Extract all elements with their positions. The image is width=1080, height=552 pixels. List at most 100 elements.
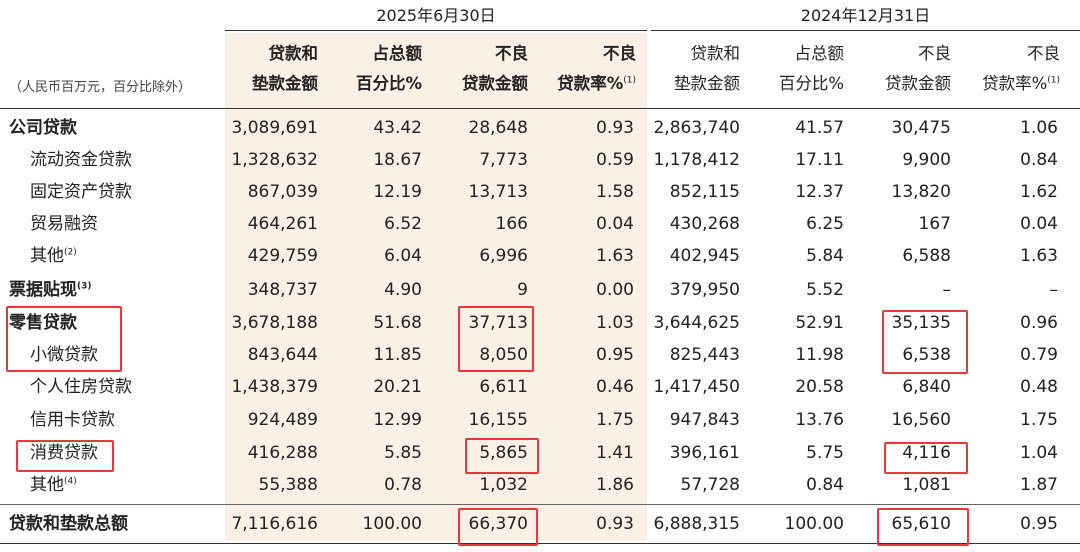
table-row: 小微贷款 843,644 11.85 8,050 0.95 825,443 11.98 6,5… <box>0 339 1080 371</box>
cell-ratio-current: 1.75 <box>596 410 634 430</box>
cell-npl-previous: 65,610 <box>891 514 951 534</box>
highlight-retail-npl-current <box>458 306 534 372</box>
cell-ratio-current: 0.93 <box>596 118 634 138</box>
table-row: 消费贷款 416,288 5.85 5,865 1.41 396,161 5.75 4,116… <box>0 437 1080 469</box>
cell-loans-previous: 6,888,315 <box>653 514 740 534</box>
table-row: 信用卡贷款 924,489 12.99 16,155 1.75 947,843 13.76 1… <box>0 404 1080 436</box>
cell-npl-previous: – <box>942 280 952 300</box>
table-row: 个人住房贷款 1,438,379 20.21 6,611 0.46 1,417,450 20… <box>0 371 1080 403</box>
cell-share-current: 4.90 <box>384 280 422 300</box>
cell-npl-previous: 4,116 <box>902 443 951 463</box>
cell-loans-previous: 3,644,625 <box>653 313 740 333</box>
cell-ratio-previous: 0.79 <box>1020 345 1058 365</box>
header-ratio-current: 不良 贷款率%(1) <box>557 44 636 93</box>
row-label: 票据贴现(3) <box>9 280 92 300</box>
cell-ratio-previous: 0.96 <box>1020 313 1058 333</box>
header-loans-current: 贷款和 垫款金额 <box>252 44 318 93</box>
cell-ratio-previous: – <box>1049 280 1059 300</box>
cell-share-current: 18.67 <box>373 150 422 170</box>
cell-loans-previous: 947,843 <box>669 410 740 430</box>
cell-share-previous: 5.75 <box>806 443 844 463</box>
cell-share-current: 100.00 <box>362 514 422 534</box>
table-row: 贸易融资 464,261 6.52 166 0.04 430,268 6.25 167 0.04 <box>0 208 1080 240</box>
cell-loans-previous: 396,161 <box>669 443 740 463</box>
header-share-previous: 占总额 百分比% <box>778 44 844 93</box>
period-previous-rule <box>651 30 1080 31</box>
cell-loans-previous: 57,728 <box>680 475 740 495</box>
row-label: 贸易融资 <box>30 214 98 234</box>
cell-loans-previous: 825,443 <box>669 345 740 365</box>
row-label: 公司贷款 <box>9 118 77 138</box>
cell-share-previous: 0.84 <box>806 475 844 495</box>
cell-ratio-previous: 1.75 <box>1020 410 1058 430</box>
unit-note: （人民币百万元，百分比除外） <box>9 80 192 95</box>
cell-loans-previous: 852,115 <box>669 182 740 202</box>
row-label: 消费贷款 <box>30 443 98 463</box>
header-ratio-previous: 不良 贷款率%(1) <box>982 44 1060 93</box>
row-label: 个人住房贷款 <box>30 377 132 397</box>
cell-npl-previous: 13,820 <box>891 182 951 202</box>
table-row: 票据贴现(3) 348,737 4.90 9 0.00 379,950 5.52 – – <box>0 274 1080 306</box>
total-top-rule <box>0 504 1080 505</box>
cell-ratio-previous: 0.48 <box>1020 377 1058 397</box>
cell-loans-current: 1,328,632 <box>231 150 318 170</box>
highlight-retail-npl-previous <box>882 310 968 374</box>
cell-loans-current: 348,737 <box>247 280 318 300</box>
cell-loans-current: 416,288 <box>247 443 318 463</box>
cell-share-previous: 11.98 <box>795 345 844 365</box>
cell-ratio-current: 0.04 <box>596 214 634 234</box>
cell-loans-current: 3,678,188 <box>231 313 318 333</box>
cell-loans-previous: 2,863,740 <box>653 118 740 138</box>
cell-share-current: 6.04 <box>384 246 422 266</box>
cell-ratio-previous: 0.95 <box>1020 514 1058 534</box>
table-row: 公司贷款 3,089,691 43.42 28,648 0.93 2,863,740 41.… <box>0 112 1080 144</box>
highlight-consumer-label <box>16 440 114 472</box>
cell-npl-current: 1,032 <box>479 475 528 495</box>
cell-loans-current: 55,388 <box>258 475 318 495</box>
table-row: 零售贷款 3,678,188 51.68 37,713 1.03 3,644,625 52.… <box>0 307 1080 339</box>
cell-ratio-current: 1.63 <box>596 246 634 266</box>
cell-npl-previous: 30,475 <box>891 118 951 138</box>
cell-share-current: 12.99 <box>373 410 422 430</box>
cell-loans-previous: 430,268 <box>669 214 740 234</box>
cell-npl-current: 28,648 <box>468 118 528 138</box>
cell-share-current: 11.85 <box>373 345 422 365</box>
cell-npl-current: 9 <box>517 280 528 300</box>
cell-ratio-current: 1.03 <box>596 313 634 333</box>
cell-ratio-previous: 1.62 <box>1020 182 1058 202</box>
cell-ratio-current: 1.58 <box>596 182 634 202</box>
cell-npl-current: 66,370 <box>468 514 528 534</box>
cell-loans-previous: 402,945 <box>669 246 740 266</box>
highlight-total-npl-current <box>458 508 538 546</box>
cell-npl-current: 6,996 <box>479 246 528 266</box>
cell-npl-current: 7,773 <box>479 150 528 170</box>
cell-share-current: 5.85 <box>384 443 422 463</box>
cell-share-current: 0.78 <box>384 475 422 495</box>
table-row: 其他(4) 55,388 0.78 1,032 1.86 57,728 0.84 1,081 1… <box>0 469 1080 501</box>
row-label: 信用卡贷款 <box>30 410 115 430</box>
row-label: 固定资产贷款 <box>30 182 132 202</box>
cell-share-current: 43.42 <box>373 118 422 138</box>
highlight-retail-labels <box>6 306 122 372</box>
cell-share-previous: 5.84 <box>806 246 844 266</box>
cell-loans-current: 7,116,616 <box>231 514 318 534</box>
table-row: 其他(2) 429,759 6.04 6,996 1.63 402,945 5.84 6,58… <box>0 240 1080 272</box>
header-loans-previous: 贷款和 垫款金额 <box>674 44 740 93</box>
table-row: 流动资金贷款 1,328,632 18.67 7,773 0.59 1,178,412 17… <box>0 144 1080 176</box>
cell-ratio-previous: 1.87 <box>1020 475 1058 495</box>
cell-npl-previous: 167 <box>918 214 951 234</box>
cell-ratio-previous: 1.06 <box>1020 118 1058 138</box>
cell-ratio-previous: 1.04 <box>1020 443 1058 463</box>
cell-ratio-current: 0.95 <box>596 345 634 365</box>
header-npl-previous: 不良 贷款金额 <box>885 44 951 93</box>
cell-loans-previous: 1,417,450 <box>653 377 740 397</box>
cell-share-previous: 17.11 <box>795 150 844 170</box>
cell-share-previous: 20.58 <box>795 377 844 397</box>
cell-ratio-current: 0.46 <box>596 377 634 397</box>
row-label: 其他(4) <box>30 475 77 495</box>
cell-npl-current: 6,611 <box>479 377 528 397</box>
period-current-header: 2025年6月30日 <box>376 6 496 25</box>
cell-loans-current: 843,644 <box>247 345 318 365</box>
cell-npl-current: 5,865 <box>479 443 528 463</box>
cell-loans-current: 1,438,379 <box>231 377 318 397</box>
